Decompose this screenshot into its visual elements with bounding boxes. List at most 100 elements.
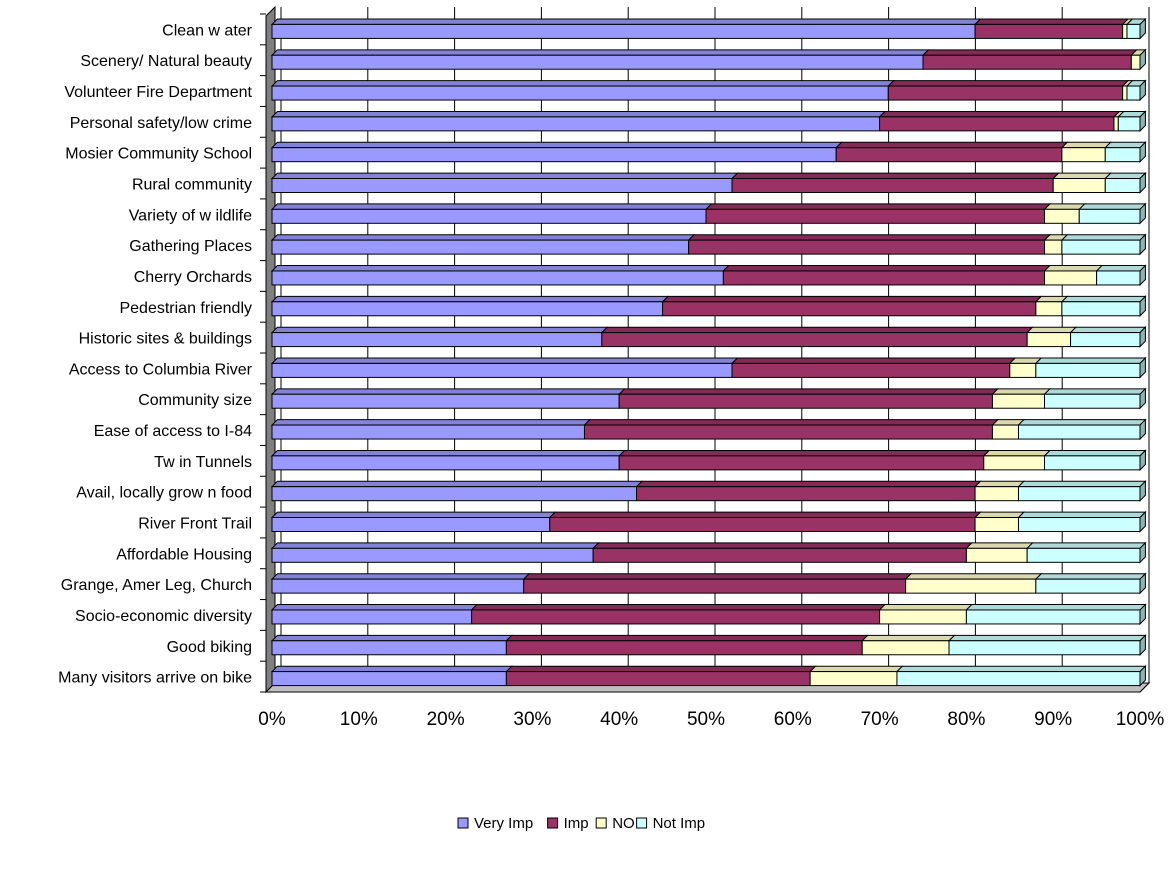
bar-end-cap: [1139, 264, 1146, 287]
category-label: Avail, locally grow n food: [76, 485, 252, 502]
category-label: Grange, Amer Leg, Church: [61, 577, 252, 594]
x-tick-label: 80%: [947, 709, 985, 730]
bar-end-cap: [1139, 572, 1146, 595]
bar-segment-very-imp: [270, 511, 557, 532]
category-label: Mosier Community School: [65, 146, 252, 163]
bar-segment-imp: [687, 234, 1052, 255]
x-tick-label: 50%: [687, 709, 725, 730]
bar-segment-no: [1043, 203, 1086, 224]
category-label: Many visitors arrive on bike: [58, 670, 252, 687]
bar-segment-very-imp: [270, 141, 843, 163]
x-tick-label: 90%: [1034, 709, 1072, 730]
category-label: Scenery/ Natural beauty: [80, 53, 252, 70]
bar-segment-not-imp: [1017, 480, 1147, 502]
category-label: Variety of w ildlife: [129, 207, 252, 224]
bar-segment-imp: [704, 203, 1052, 224]
bar-segment-not-imp: [1078, 203, 1147, 224]
category-label: Socio-economic diversity: [75, 608, 252, 625]
bar-segment-very-imp: [270, 326, 609, 348]
bar-segment-very-imp: [270, 449, 626, 471]
bar-end-cap: [1139, 603, 1146, 626]
bar-end-cap: [1139, 356, 1146, 379]
bar-segment-no: [973, 511, 1026, 532]
bar-segment-imp: [635, 480, 982, 502]
bar-end-cap: [1139, 418, 1146, 441]
x-tick-label: 0%: [258, 709, 286, 730]
bar-segment-not-imp: [1095, 265, 1147, 286]
legend-label: NO: [612, 815, 635, 832]
bar-end-cap: [1139, 110, 1146, 133]
bar-segment-very-imp: [270, 357, 739, 378]
bar-end-cap: [1139, 17, 1146, 40]
legend-swatch: [636, 817, 648, 829]
bar-segment-not-imp: [1017, 511, 1147, 532]
x-tick-label: 60%: [774, 709, 812, 730]
bar-segment-imp: [730, 172, 1060, 193]
bar-segment-not-imp: [965, 604, 1147, 625]
legend: Very Imp Imp NO Not Imp: [457, 815, 706, 832]
x-tick-labels: 0% 10% 20% 30% 40% 50% 60% 70% 80% 90% 100%: [258, 709, 1164, 730]
bar-segment-imp: [921, 49, 1138, 70]
category-label: Rural community: [132, 177, 252, 194]
bar-segment-imp: [522, 573, 913, 594]
bar-segment-no: [1025, 326, 1078, 348]
bar-segment-not-imp: [1034, 573, 1147, 594]
legend-item: Very Imp: [457, 815, 533, 832]
bar-segment-no: [973, 480, 1026, 502]
bar-segment-imp: [887, 80, 1130, 101]
bar-end-cap: [1139, 325, 1146, 348]
bar-end-cap: [1139, 295, 1146, 317]
legend-item: NO: [595, 815, 635, 832]
bar-segment-no: [1043, 265, 1104, 286]
bar-segment-very-imp: [270, 265, 730, 286]
bar-segment-very-imp: [270, 480, 644, 502]
category-label: Ease of access to I-84: [94, 423, 252, 440]
legend-swatch: [457, 817, 469, 829]
bar-segment-very-imp: [270, 110, 887, 132]
bar-segment-not-imp: [1043, 449, 1147, 471]
bar-end-cap: [1139, 510, 1146, 533]
legend-label: Not Imp: [653, 815, 706, 832]
bar-segment-no: [1034, 295, 1069, 317]
bar-segment-no: [1060, 141, 1112, 163]
bar-segment-not-imp: [1017, 419, 1147, 440]
legend-label: Imp: [564, 815, 589, 832]
category-label: Gathering Places: [129, 238, 252, 255]
category-label: Affordable Housing: [116, 546, 252, 563]
bar-segment-very-imp: [270, 665, 513, 687]
bar-segment-no: [965, 542, 1034, 563]
bar-segment-imp: [722, 265, 1052, 286]
x-tick-label: 30%: [513, 709, 551, 730]
bar-segment-very-imp: [270, 18, 982, 39]
bar-end-cap: [1139, 387, 1146, 410]
bar-segment-imp: [973, 18, 1130, 39]
x-tick-label: 70%: [861, 709, 899, 730]
bar-segment-very-imp: [270, 419, 592, 440]
bar-segment-no: [991, 388, 1052, 409]
bars: [270, 17, 1147, 687]
legend-item: Imp: [547, 815, 589, 832]
x-tick-label: 20%: [427, 709, 465, 730]
bar-segment-not-imp: [895, 665, 1147, 687]
category-label: Pedestrian friendly: [119, 300, 252, 317]
bar-end-cap: [1139, 480, 1146, 502]
bar-segment-not-imp: [1060, 234, 1147, 255]
legend-item: Not Imp: [636, 815, 706, 832]
bar-segment-imp: [617, 388, 1000, 409]
legend-swatch: [547, 817, 559, 829]
bar-end-cap: [1139, 233, 1146, 256]
bar-segment-imp: [583, 419, 1000, 440]
legend-swatch: [595, 817, 607, 829]
bar-segment-no: [1051, 172, 1112, 193]
category-label: River Front Trail: [138, 516, 252, 533]
bar-end-cap: [1139, 664, 1146, 687]
bar-segment-imp: [730, 357, 1017, 378]
bar-segment-very-imp: [270, 80, 895, 101]
bar-segment-imp: [617, 449, 991, 471]
bar-segment-no: [861, 634, 956, 656]
category-labels: Clean w ater Scenery/ Natural beauty Volun…: [58, 22, 253, 686]
bar-end-cap: [1139, 171, 1146, 194]
bar-segment-imp: [505, 634, 869, 656]
bar-segment-no: [1008, 357, 1043, 378]
bar-end-cap: [1139, 634, 1146, 656]
